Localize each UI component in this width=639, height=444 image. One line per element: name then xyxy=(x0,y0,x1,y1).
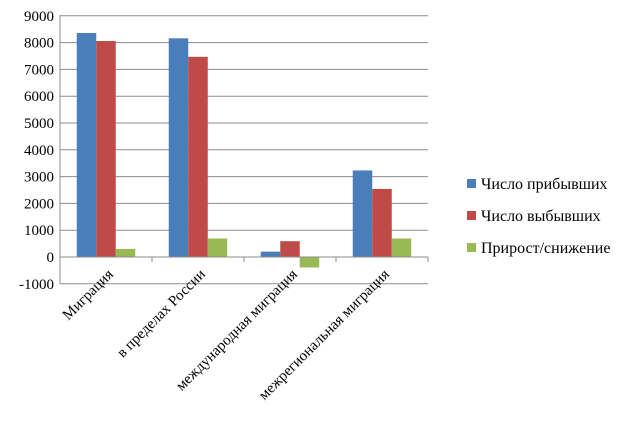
y-tick-label: 3000 xyxy=(24,170,54,186)
bar xyxy=(391,238,412,257)
bar xyxy=(76,32,97,258)
bar xyxy=(260,251,281,257)
legend-swatch xyxy=(467,211,476,220)
bar xyxy=(280,241,300,257)
bar xyxy=(372,188,392,257)
legend-label: Прирост/снижение xyxy=(481,240,610,257)
bar xyxy=(299,257,320,268)
gridlines xyxy=(60,15,428,285)
axes xyxy=(59,15,429,284)
y-axis-tick-labels: 9000 8000 7000 6000 5000 4000 3000 2000 1000 0 -10… xyxy=(19,9,54,293)
y-tick-label: 1000 xyxy=(24,223,54,239)
bars xyxy=(76,32,412,268)
y-tick-label: 6000 xyxy=(24,89,54,105)
bar xyxy=(207,238,228,257)
y-tick-label: 0 xyxy=(47,250,55,266)
y-tick-label: -1000 xyxy=(19,277,54,293)
bar xyxy=(96,40,116,257)
y-tick-label: 7000 xyxy=(24,62,54,78)
bar xyxy=(352,170,373,257)
legend-swatch xyxy=(467,179,476,188)
legend: Число прибывших Число выбывших Прирост/сни… xyxy=(467,176,610,257)
bar xyxy=(168,38,189,258)
legend-swatch xyxy=(467,243,476,252)
bar xyxy=(115,248,136,257)
x-category-label: Миграция xyxy=(60,266,117,323)
y-tick-label: 2000 xyxy=(24,196,54,212)
bar xyxy=(188,56,208,257)
legend-label: Число выбывших xyxy=(481,208,601,225)
y-tick-label: 9000 xyxy=(24,9,54,25)
legend-label: Число прибывших xyxy=(481,176,608,193)
y-tick-label: 5000 xyxy=(24,116,54,132)
x-category-label: в пределах России xyxy=(114,267,209,362)
y-tick-label: 8000 xyxy=(24,36,54,52)
y-tick-label: 4000 xyxy=(24,143,54,159)
